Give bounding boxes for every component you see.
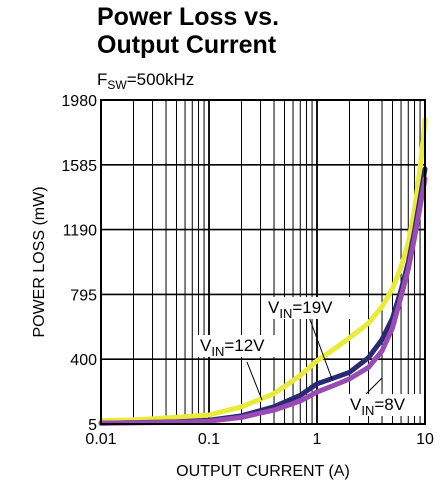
y-tick-label: 5: [88, 417, 97, 434]
y-tick-label: 1980: [61, 93, 97, 110]
y-tick-label: 1190: [63, 223, 98, 240]
y-tick-label: 1585: [61, 158, 97, 175]
y-tick-label: 400: [70, 352, 97, 369]
annotation-leader-line: [247, 362, 262, 400]
plot-frame: [101, 100, 425, 424]
series-line-2: [101, 169, 425, 423]
y-axis-title: POWER LOSS (mW): [31, 186, 48, 337]
x-tick-label: 0.1: [198, 431, 220, 448]
y-tick-label: 795: [70, 287, 97, 304]
x-tick-label: 1: [313, 431, 322, 448]
grid: [101, 100, 425, 424]
x-tick-label: 10: [416, 431, 434, 448]
x-axis-title: OUTPUT CURRENT (A): [176, 463, 350, 480]
